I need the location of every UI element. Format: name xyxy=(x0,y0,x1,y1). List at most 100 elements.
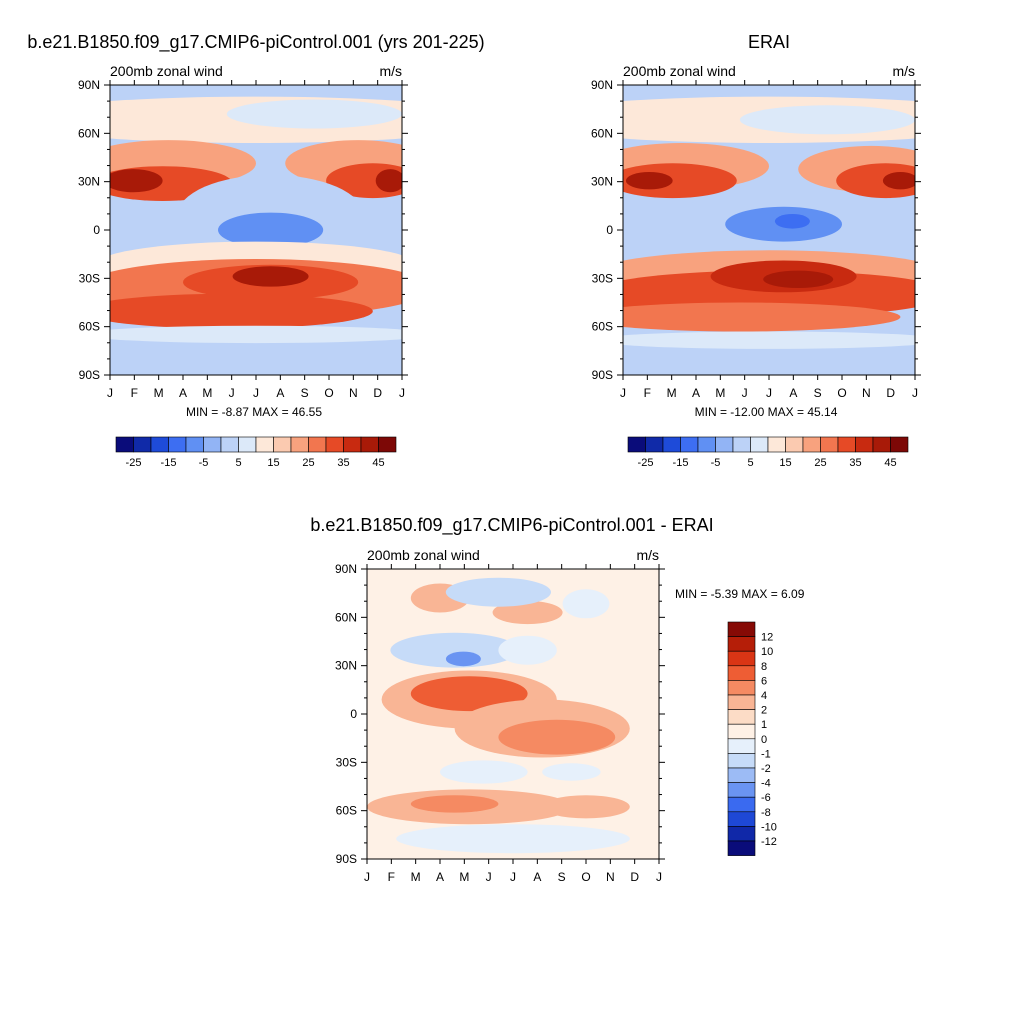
contour-region xyxy=(625,172,673,190)
contour-region xyxy=(774,214,810,229)
x-tick-label: A xyxy=(692,386,700,400)
contour-region xyxy=(763,270,834,288)
colorbar-swatch xyxy=(715,436,734,453)
x-tick-label: M xyxy=(411,870,421,884)
heatmap-diff xyxy=(367,569,659,859)
colorbar-swatch xyxy=(727,723,756,740)
colorbar-label: 35 xyxy=(337,457,349,469)
colorbar-label: 12 xyxy=(761,632,773,644)
y-tick-label: 90N xyxy=(591,78,613,92)
y-tick-label: 60N xyxy=(335,610,357,624)
panel-diff: b.e21.B1850.f09_g17.CMIP6-piControl.001 … xyxy=(310,515,804,884)
x-tick-label: F xyxy=(644,386,651,400)
colorbar-swatch xyxy=(890,436,909,453)
colorbar-swatch xyxy=(727,782,756,798)
colorbar-label: 15 xyxy=(267,457,279,469)
contour-region xyxy=(445,577,551,607)
colorbar-label: -4 xyxy=(761,778,771,790)
x-tick-label: J xyxy=(510,870,516,884)
y-tick-label: 90N xyxy=(78,78,100,92)
panel-model-stats: MIN = -8.87 MAX = 46.55 xyxy=(186,405,322,419)
colorbar-swatch xyxy=(785,436,804,453)
x-tick-label: O xyxy=(837,386,846,400)
colorbar-swatch xyxy=(727,621,756,637)
contour-region xyxy=(375,169,402,193)
colorbar-swatch xyxy=(662,436,681,453)
x-tick-label: A xyxy=(436,870,444,884)
colorbar-label: -2 xyxy=(761,763,771,775)
contour-region xyxy=(390,632,519,668)
colorbar-label: -15 xyxy=(161,457,177,469)
colorbar-swatch xyxy=(325,436,344,453)
panel-obs-title: ERAI xyxy=(748,32,790,52)
colorbar-model: -25 -15 -5 5 15 25 35 45 xyxy=(115,436,397,469)
x-tick-label: J xyxy=(912,386,918,400)
colorbar-swatch xyxy=(273,436,292,453)
y-tick-label: 60N xyxy=(591,126,613,140)
x-tick-label: J xyxy=(620,386,626,400)
contour-region xyxy=(110,346,402,375)
colorbar-swatch xyxy=(855,436,874,453)
colorbar-label: 45 xyxy=(884,457,896,469)
x-tick-label: O xyxy=(581,870,590,884)
colorbar-label: -25 xyxy=(638,457,654,469)
colorbar-label: 2 xyxy=(761,705,767,717)
colorbar-swatch xyxy=(727,753,756,769)
x-tick-label: J xyxy=(399,386,405,400)
y-tick-label: 30N xyxy=(335,659,357,673)
y-tick-label: 60S xyxy=(79,320,100,334)
x-tick-label: M xyxy=(715,386,725,400)
x-tick-label: F xyxy=(388,870,395,884)
colorbar-swatch xyxy=(203,436,222,453)
colorbar-swatch xyxy=(133,436,152,453)
x-tick-label: J xyxy=(656,870,662,884)
x-tick-label: M xyxy=(667,386,677,400)
y-tick-label: 30S xyxy=(592,271,613,285)
colorbar-swatch xyxy=(727,796,756,813)
x-tick-label: O xyxy=(324,386,333,400)
colorbar-swatch xyxy=(727,840,756,856)
x-tick-label: J xyxy=(742,386,748,400)
colorbar-label: 1 xyxy=(761,719,767,731)
panel-diff-units: m/s xyxy=(636,547,659,563)
contour-region xyxy=(836,163,915,199)
colorbar-swatch xyxy=(697,436,716,453)
colorbar-swatch xyxy=(168,436,187,453)
panel-obs-subtitle: 200mb zonal wind xyxy=(623,63,736,79)
y-tick-label: 30N xyxy=(78,175,100,189)
colorbar-label: 4 xyxy=(761,690,767,702)
panel-obs-stats: MIN = -12.00 MAX = 45.14 xyxy=(695,405,838,419)
y-tick-label: 90N xyxy=(335,562,357,576)
contour-region xyxy=(440,760,528,784)
x-tick-label: D xyxy=(886,386,895,400)
colorbar-swatch xyxy=(727,767,756,783)
colorbar-swatch xyxy=(308,436,327,453)
colorbar-swatch xyxy=(343,436,362,453)
colorbar-label: -1 xyxy=(761,748,771,760)
x-tick-label: J xyxy=(486,870,492,884)
x-tick-label: D xyxy=(373,386,382,400)
colorbar-obs: -25 -15 -5 5 15 25 35 45 xyxy=(627,436,909,469)
contour-region xyxy=(623,302,901,332)
colorbar-label: 25 xyxy=(814,457,826,469)
x-tick-label: A xyxy=(179,386,187,400)
panel-obs-units: m/s xyxy=(892,63,915,79)
colorbar-swatch xyxy=(802,436,821,453)
contour-region xyxy=(498,719,616,755)
colorbar-swatch xyxy=(185,436,204,453)
colorbar-swatch xyxy=(727,680,756,696)
colorbar-swatch xyxy=(220,436,239,453)
panel-model-units: m/s xyxy=(379,63,402,79)
contour-region xyxy=(410,795,499,813)
contour-region xyxy=(739,105,915,135)
x-tick-label: F xyxy=(131,386,138,400)
contour-region xyxy=(623,351,915,375)
x-tick-label: M xyxy=(459,870,469,884)
colorbar-swatch xyxy=(727,665,756,681)
colorbar-label: -5 xyxy=(711,457,721,469)
x-tick-label: J xyxy=(766,386,772,400)
panel-diff-title: b.e21.B1850.f09_g17.CMIP6-piControl.001 … xyxy=(310,515,713,536)
axes-obs: J F M A M J J A S O N D J 90N 60N 30N 0 30S 60S 90S xyxy=(591,78,921,400)
contour-region xyxy=(396,824,630,854)
